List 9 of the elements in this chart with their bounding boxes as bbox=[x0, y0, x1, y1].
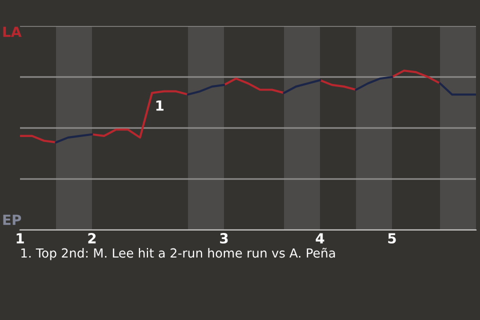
annotation: EP bbox=[3, 214, 22, 225]
x-tick-label: 5 bbox=[388, 233, 396, 244]
annotation: 1 bbox=[156, 100, 164, 111]
x-tick-label: 2 bbox=[88, 233, 96, 244]
text: LA bbox=[3, 26, 22, 37]
text: 1. Top 2nd: M. Lee hit a 2-run home run vs A. Peña bbox=[21, 248, 335, 260]
x-tick-label: 1 bbox=[16, 233, 24, 244]
x-tick-label: 4 bbox=[316, 233, 324, 244]
x-tick-label: 3 bbox=[220, 233, 228, 244]
